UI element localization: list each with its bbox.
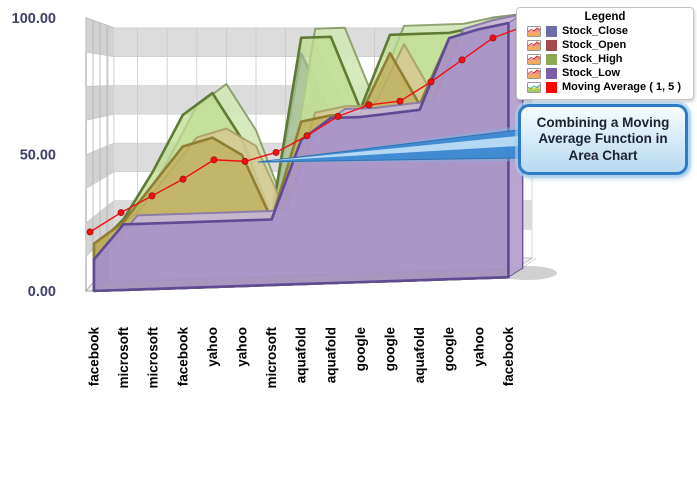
x-axis-label: facebook — [175, 327, 190, 387]
x-axis-label: google — [383, 327, 398, 372]
legend-swatch — [546, 53, 557, 65]
x-axis-label: yahoo — [235, 327, 250, 367]
x-axis-label: yahoo — [205, 327, 220, 367]
x-axis-labels: facebook microsoft microsoft facebook yahoo y… — [87, 327, 516, 389]
y-axis-label: 50.00 — [20, 148, 56, 164]
x-axis-label: facebook — [501, 327, 516, 387]
x-axis-label: facebook — [87, 327, 102, 387]
x-axis-label: google — [442, 327, 457, 372]
moving-average-point — [365, 101, 373, 109]
legend-item-stock-high: Stock_High — [521, 52, 689, 66]
legend-item-label: Stock_High — [562, 53, 623, 65]
area-chart-icon — [527, 53, 541, 65]
moving-average-icon — [527, 81, 541, 93]
callout-text: Combining a Moving Average Function in A… — [536, 115, 670, 163]
moving-average-point — [396, 97, 404, 105]
legend-item-stock-low: Stock_Low — [521, 66, 689, 80]
legend-item-stock-open: Stock_Open — [521, 38, 689, 52]
legend-item-label: Moving Average ( 1, 5 ) — [562, 81, 681, 93]
legend-item-moving-average-1-5: Moving Average ( 1, 5 ) — [521, 80, 689, 94]
moving-average-point — [272, 149, 280, 156]
left-wall — [85, 17, 115, 293]
legend: Legend Stock_Close Stock_Open Stock_High St… — [516, 7, 694, 100]
x-axis-label: aquafold — [412, 327, 427, 383]
legend-item-label: Stock_Open — [562, 39, 627, 51]
x-axis-label: yahoo — [471, 327, 486, 367]
x-axis-label: microsoft — [116, 327, 131, 389]
legend-swatch — [546, 67, 557, 79]
moving-average-point — [489, 34, 497, 42]
area-chart-icon — [527, 25, 541, 37]
y-axis-labels: 100.00 50.00 0.00 — [12, 11, 56, 300]
moving-average-point — [86, 228, 94, 236]
x-axis-label: microsoft — [264, 327, 279, 389]
callout-tail — [256, 126, 519, 163]
moving-average-point — [148, 192, 156, 200]
moving-average-point — [458, 56, 466, 64]
moving-average-line — [86, 22, 528, 236]
legend-title: Legend — [584, 11, 626, 23]
legend-item-label: Stock_Low — [562, 67, 621, 79]
legend-item-stock-close: Stock_Close — [521, 24, 689, 38]
x-axis-label: google — [353, 327, 368, 372]
moving-average-point — [334, 112, 342, 120]
y-axis-label: 0.00 — [28, 284, 56, 300]
legend-swatch — [546, 81, 557, 93]
y-axis-label: 100.00 — [12, 11, 56, 27]
legend-items: Stock_Close Stock_Open Stock_High Stock_Low… — [521, 24, 689, 94]
x-axis-label: microsoft — [146, 327, 161, 389]
moving-average-point — [210, 156, 218, 164]
legend-item-label: Stock_Close — [562, 25, 629, 37]
callout-box: Combining a Moving Average Function in A… — [518, 104, 688, 176]
legend-swatch — [546, 39, 557, 51]
moving-average-point — [117, 209, 125, 217]
legend-swatch — [546, 25, 557, 37]
moving-average-point — [241, 157, 249, 165]
x-axis-label: aquafold — [294, 327, 309, 383]
area-chart-icon — [527, 39, 541, 51]
x-axis-label: aquafold — [323, 327, 338, 383]
area-chart-icon — [527, 67, 541, 79]
moving-average-point — [427, 78, 435, 86]
moving-average-point — [179, 175, 187, 183]
moving-average-point — [303, 132, 311, 140]
